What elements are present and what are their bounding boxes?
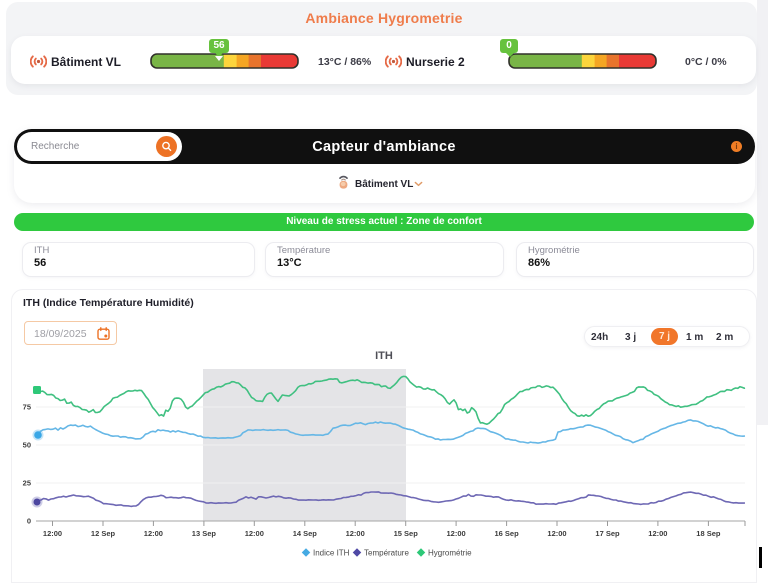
svg-text:12:00: 12:00: [144, 529, 163, 538]
svg-text:12:00: 12:00: [245, 529, 264, 538]
svg-text:Température: Température: [364, 549, 409, 558]
svg-text:13 Sep: 13 Sep: [192, 529, 217, 538]
svg-text:12:00: 12:00: [43, 529, 62, 538]
svg-text:Indice ITH: Indice ITH: [313, 549, 350, 558]
svg-text:Hygrométrie: Hygrométrie: [428, 549, 472, 558]
svg-text:18 Sep: 18 Sep: [696, 529, 721, 538]
svg-text:14 Sep: 14 Sep: [293, 529, 318, 538]
svg-text:12 Sep: 12 Sep: [91, 529, 116, 538]
svg-text:25: 25: [23, 479, 31, 488]
svg-text:15 Sep: 15 Sep: [394, 529, 419, 538]
svg-text:12:00: 12:00: [346, 529, 365, 538]
svg-text:0: 0: [27, 517, 31, 526]
svg-text:12:00: 12:00: [447, 529, 466, 538]
svg-text:75: 75: [23, 403, 31, 412]
svg-text:17 Sep: 17 Sep: [595, 529, 620, 538]
svg-text:12:00: 12:00: [547, 529, 566, 538]
svg-text:50: 50: [23, 441, 31, 450]
svg-text:12:00: 12:00: [648, 529, 667, 538]
svg-text:16 Sep: 16 Sep: [495, 529, 520, 538]
